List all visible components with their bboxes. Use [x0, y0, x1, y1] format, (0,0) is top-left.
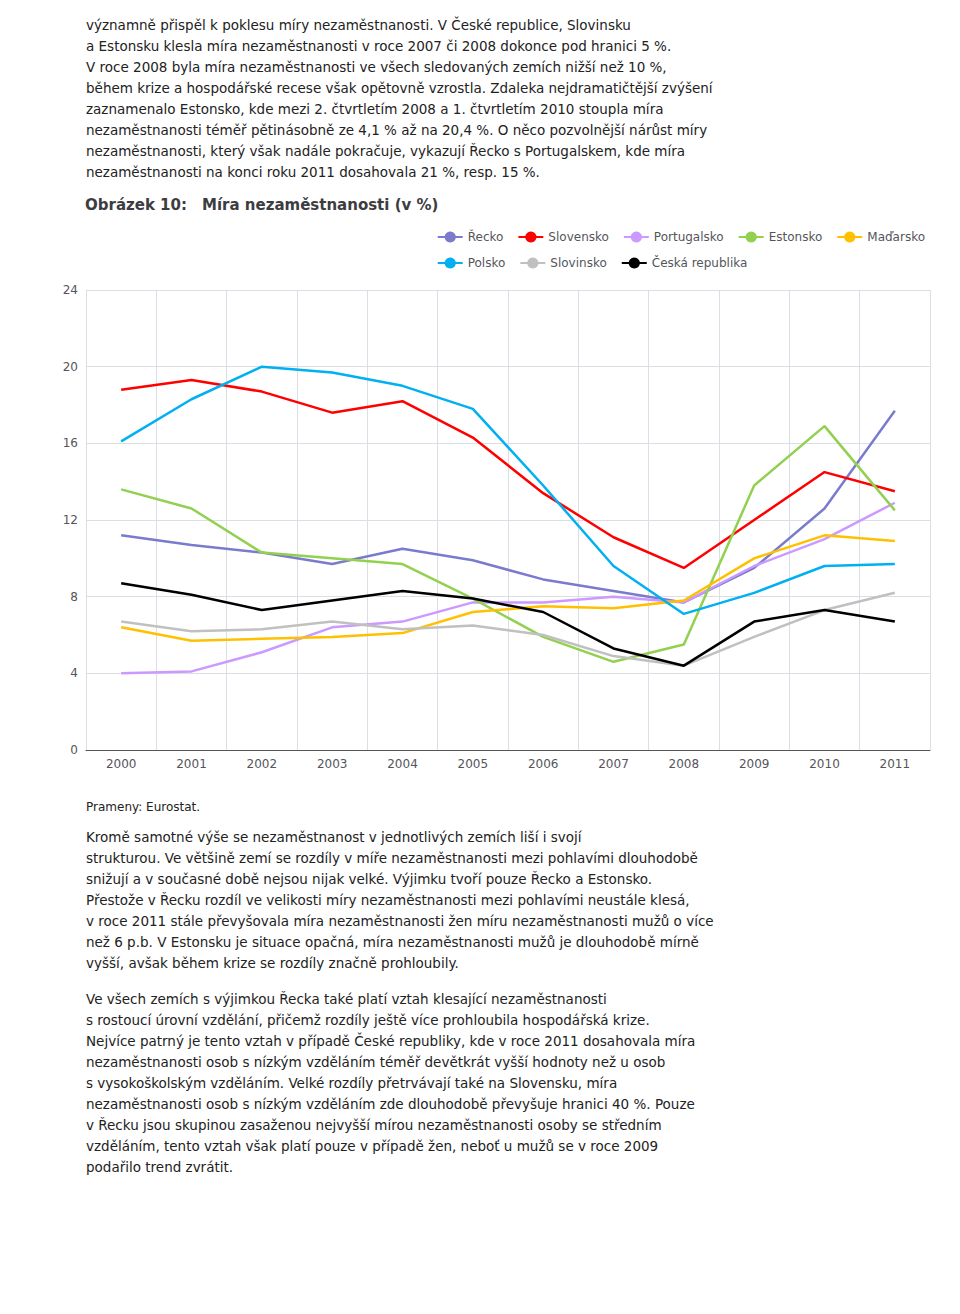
svg-text:2003: 2003	[317, 757, 348, 771]
svg-text:16: 16	[63, 436, 78, 450]
svg-text:nezaměstnanosti téměř pětináso: nezaměstnanosti téměř pětinásobně ze 4,1…	[86, 122, 707, 138]
svg-text:12: 12	[63, 513, 78, 527]
svg-text:0: 0	[70, 743, 78, 757]
svg-text:v Řecku jsou skupinou zasaženo: v Řecku jsou skupinou zasaženou nejvyšší…	[86, 1117, 662, 1133]
svg-text:Obrázek 10: Míra nezaměstnanos: Obrázek 10: Míra nezaměstnanosti (v %)	[85, 196, 438, 214]
svg-text:2002: 2002	[247, 757, 278, 771]
svg-text:Portugalsko: Portugalsko	[654, 230, 724, 244]
svg-text:Slovinsko: Slovinsko	[550, 256, 606, 270]
svg-text:během krize a hospodářské rece: během krize a hospodářské recese však op…	[86, 80, 714, 96]
svg-text:snižují a v současné době nejs: snižují a v současné době nejsou nijak v…	[86, 871, 652, 887]
svg-text:2001: 2001	[176, 757, 207, 771]
svg-text:Nejvíce patrný je tento vztah: Nejvíce patrný je tento vztah v případě …	[86, 1032, 695, 1049]
svg-text:8: 8	[70, 590, 78, 604]
svg-text:Ve všech zemích s výjimkou Řec: Ve všech zemích s výjimkou Řecka také pl…	[86, 991, 607, 1007]
svg-text:podařilo trend zvrátit.: podařilo trend zvrátit.	[86, 1159, 233, 1175]
svg-text:Polsko: Polsko	[468, 256, 506, 270]
svg-text:Řecko: Řecko	[468, 229, 504, 244]
svg-text:v roce 2011 stále převyšovala: v roce 2011 stále převyšovala míra nezam…	[86, 913, 714, 929]
svg-text:2006: 2006	[528, 757, 559, 771]
svg-text:V roce 2008 byla míra nezaměst: V roce 2008 byla míra nezaměstnanosti ve…	[86, 59, 667, 75]
svg-text:2005: 2005	[458, 757, 489, 771]
svg-text:20: 20	[63, 360, 78, 374]
svg-text:2004: 2004	[387, 757, 418, 771]
svg-text:4: 4	[70, 666, 78, 680]
svg-text:vzděláním, tento vztah však pl: vzděláním, tento vztah však platí pouze …	[86, 1138, 658, 1154]
svg-text:nezaměstnanosti osob s nízkým: nezaměstnanosti osob s nízkým vzděláním …	[86, 1054, 665, 1070]
svg-text:než 6 p.b. V Estonsku je situa: než 6 p.b. V Estonsku je situace opačná,…	[86, 934, 699, 950]
svg-text:Slovensko: Slovensko	[548, 230, 609, 244]
svg-text:nezaměstnanosti, který však na: nezaměstnanosti, který však nadále pokra…	[86, 143, 685, 159]
svg-text:zaznamenalo Estonsko, kde mezi: zaznamenalo Estonsko, kde mezi 2. čtvrtl…	[86, 101, 663, 117]
svg-text:2011: 2011	[880, 757, 911, 771]
svg-text:2008: 2008	[669, 757, 700, 771]
svg-text:vyšší, avšak během krize se ro: vyšší, avšak během krize se rozdíly znač…	[86, 955, 459, 971]
svg-text:významně přispěl k poklesu mír: významně přispěl k poklesu míry nezaměst…	[86, 16, 631, 33]
svg-text:2010: 2010	[809, 757, 840, 771]
svg-text:nezaměstnanosti na konci roku: nezaměstnanosti na konci roku 2011 dosah…	[86, 164, 540, 180]
svg-text:Maďarsko: Maďarsko	[867, 230, 925, 244]
svg-text:strukturou. Ve většině zemí se: strukturou. Ve většině zemí se rozdíly v…	[86, 850, 698, 866]
svg-text:Kromě samotné výše se nezaměst: Kromě samotné výše se nezaměstnanost v j…	[86, 829, 583, 845]
svg-text:a Estonsku klesla míra nezaměs: a Estonsku klesla míra nezaměstnanosti v…	[86, 38, 671, 54]
svg-text:24: 24	[63, 283, 78, 297]
svg-text:Přestože v Řecku rozdíl ve vel: Přestože v Řecku rozdíl ve velikosti mír…	[86, 892, 690, 908]
svg-text:Prameny: Eurostat.: Prameny: Eurostat.	[86, 800, 200, 814]
svg-text:nezaměstnanosti osob s nízkým: nezaměstnanosti osob s nízkým vzděláním …	[86, 1096, 695, 1112]
svg-text:2009: 2009	[739, 757, 770, 771]
svg-text:Česká republika: Česká republika	[652, 255, 748, 270]
svg-text:2000: 2000	[106, 757, 137, 771]
svg-text:Estonsko: Estonsko	[769, 230, 823, 244]
svg-text:s rostoucí úrovní vzdělání, př: s rostoucí úrovní vzdělání, přičemž rozd…	[86, 1012, 650, 1028]
svg-text:2007: 2007	[598, 757, 629, 771]
svg-text:s vysokoškolským vzděláním. Ve: s vysokoškolským vzděláním. Velké rozdíl…	[86, 1075, 617, 1091]
